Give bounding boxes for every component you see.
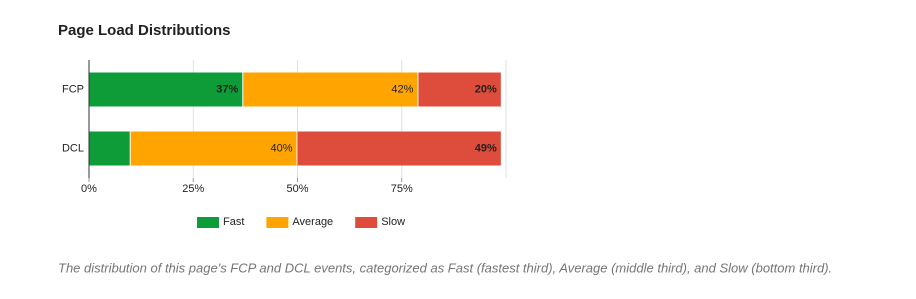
- legend-swatch: [355, 217, 378, 228]
- y-tick-label: FCP: [62, 83, 84, 95]
- x-tick-label: 25%: [182, 183, 204, 195]
- data-label: 40%: [270, 142, 292, 154]
- legend-label: Slow: [381, 216, 405, 228]
- data-label: 37%: [216, 83, 238, 95]
- bar-segment: [89, 72, 243, 107]
- bar-segment: [243, 72, 418, 107]
- bar-segment: [297, 131, 501, 166]
- x-tick-label: 50%: [286, 183, 308, 195]
- legend-swatch: [266, 217, 289, 228]
- legend-swatch: [197, 217, 219, 228]
- bar-segment: [89, 131, 130, 166]
- x-tick-label: 0%: [81, 183, 97, 195]
- data-label: 42%: [391, 83, 413, 95]
- x-tick-label: 75%: [391, 183, 413, 195]
- bar-segment: [130, 131, 297, 166]
- legend-label: Fast: [223, 216, 244, 228]
- chart-title: Page Load Distributions: [58, 22, 231, 39]
- bar-segment: [418, 72, 501, 107]
- chart-caption: The distribution of this page's FCP and …: [58, 260, 832, 275]
- legend-label: Average: [292, 216, 333, 228]
- y-tick-label: DCL: [62, 142, 84, 154]
- data-label: 49%: [475, 142, 497, 154]
- data-label: 20%: [475, 83, 497, 95]
